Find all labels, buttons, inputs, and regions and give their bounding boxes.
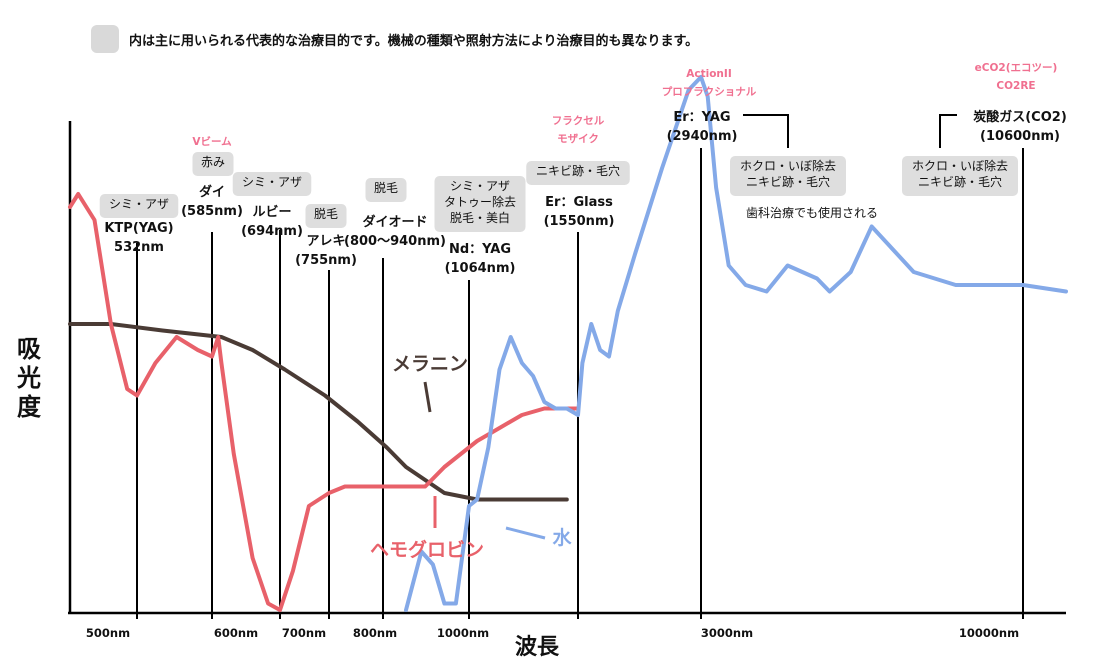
purpose-text: 脱毛 xyxy=(314,206,338,221)
purpose-box xyxy=(434,176,526,232)
leader-line xyxy=(505,526,546,540)
purpose-box xyxy=(526,161,630,185)
purpose-text: ホクロ・いぼ除去 xyxy=(912,158,1008,173)
series-label: メラニン xyxy=(392,353,468,375)
purpose-text: シミ・アザ xyxy=(242,175,302,189)
laser-name-label: Nd：YAG xyxy=(449,242,511,257)
series-label: ヘモグロビン xyxy=(370,538,484,561)
note-swatch xyxy=(91,25,119,53)
purpose-box xyxy=(730,156,846,196)
purpose-text: シミ・アザ xyxy=(450,179,510,193)
laser-name-label: (755nm) xyxy=(295,253,357,268)
laser-name-label: Er：YAG xyxy=(673,110,730,125)
x-tick-label: 3000nm xyxy=(701,626,753,640)
purpose-text: 赤み xyxy=(201,155,225,169)
note-text: 内は主に用いられる代表的な治療目的です。機械の種類や照射方法により治療目的も異な… xyxy=(129,33,698,49)
x-axis-label: 波長 xyxy=(515,635,560,660)
laser-note: 歯科治療でも使用される xyxy=(746,205,878,220)
x-tick-label: 500nm xyxy=(86,626,130,640)
purpose-box xyxy=(99,194,179,218)
laser-name-label: (2940nm) xyxy=(667,129,738,144)
series-line xyxy=(68,192,580,612)
x-tick-label: 700nm xyxy=(282,626,326,640)
laser-name-label: ダイオード xyxy=(362,214,427,230)
laser-tag: モザイク xyxy=(557,133,599,145)
laser-name-label: 炭酸ガス(CO2) xyxy=(973,109,1067,125)
connector-line xyxy=(743,114,789,148)
laser-name-label: ダイ xyxy=(199,184,225,200)
laser-name-label: (694nm) xyxy=(241,224,303,239)
laser-tag: ActionII xyxy=(686,68,731,80)
purpose-box xyxy=(305,204,347,228)
laser-tag: CO2RE xyxy=(996,80,1035,92)
y-axis-label: 度 xyxy=(17,393,42,421)
laser-name-label: (1550nm) xyxy=(544,214,615,229)
laser-tag: プロフラクショナル xyxy=(662,85,757,98)
y-axis-label: 光 xyxy=(16,364,41,392)
laser-tag: フラクセル xyxy=(552,115,605,127)
series-line xyxy=(68,322,569,502)
x-tick-label: 800nm xyxy=(353,626,397,640)
purpose-text: シミ・アザ xyxy=(109,197,169,211)
laser-tag: eCO2(エコツー) xyxy=(975,62,1058,74)
connector-line xyxy=(939,114,957,148)
laser-name-label: 532nm xyxy=(114,240,164,255)
series-label: 水 xyxy=(552,527,572,549)
purpose-text: 脱毛 xyxy=(374,180,398,195)
laser-name-label: ルビー xyxy=(252,204,291,220)
laser-tag: Vビーム xyxy=(192,135,232,148)
laser-name-label: (1064nm) xyxy=(445,261,516,276)
series-line xyxy=(404,75,1068,612)
laser-name-label: KTP(YAG) xyxy=(104,221,173,236)
laser-name-label: アレキ xyxy=(306,234,345,249)
laser-name-label: (585nm) xyxy=(181,204,243,219)
leader-line xyxy=(423,381,432,413)
purpose-box xyxy=(192,152,234,176)
purpose-box xyxy=(232,172,312,196)
purpose-box xyxy=(365,178,407,202)
laser-name-label: (10600nm) xyxy=(980,129,1060,144)
purpose-text: ニキビ跡・毛穴 xyxy=(536,163,620,178)
laser-name-label: Er：Glass xyxy=(545,195,613,210)
x-tick-label: 1000nm xyxy=(437,626,489,640)
purpose-text: ニキビ跡・毛穴 xyxy=(746,174,830,189)
purpose-box xyxy=(902,156,1018,196)
x-tick-label: 10000nm xyxy=(959,626,1019,640)
y-axis-label: 吸 xyxy=(17,335,41,363)
purpose-text: 脱毛・美白 xyxy=(450,210,510,225)
purpose-text: タトゥー除去 xyxy=(444,194,516,209)
x-tick-label: 600nm xyxy=(214,626,258,640)
laser-name-label: (800～940nm) xyxy=(344,234,446,249)
purpose-text: ニキビ跡・毛穴 xyxy=(918,174,1002,189)
purpose-text: ホクロ・いぼ除去 xyxy=(740,158,836,173)
